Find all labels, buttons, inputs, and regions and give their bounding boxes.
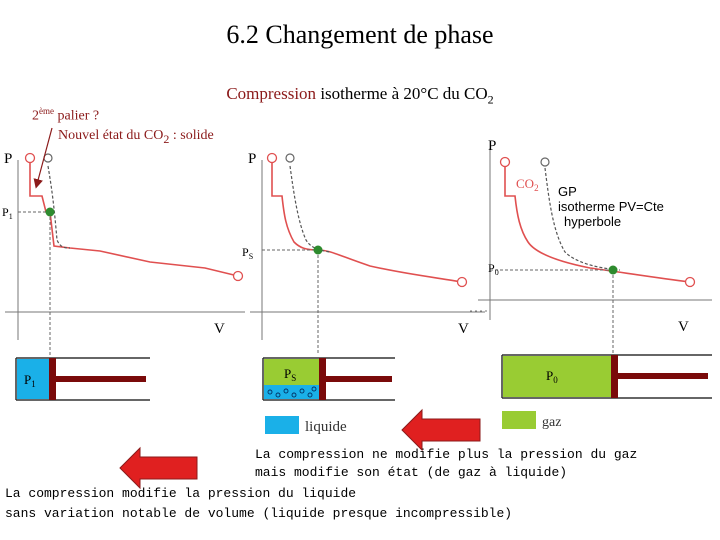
cylinder2-liquid	[264, 385, 319, 399]
graph1-end-point	[232, 270, 244, 282]
note-second-plateau: 2ème palier ?	[32, 106, 99, 125]
graph1-p1-label: P1	[2, 205, 13, 221]
graph2-isotherm-curve	[271, 158, 463, 283]
graph3-v-axis-label: V	[678, 319, 689, 335]
graph-2: P V PS	[242, 151, 485, 355]
cylinder2-gas	[264, 359, 319, 385]
legend-gas-swatch	[502, 411, 536, 429]
graph-1: P V P1	[2, 127, 245, 355]
piston2-head	[319, 358, 326, 400]
subtitle: Compression isotherme à 20°C du CO2	[0, 84, 720, 107]
piston1-rod	[56, 376, 146, 382]
note2-sub: 2	[163, 131, 170, 146]
graph3-isotherm-curve	[504, 162, 691, 283]
subtitle-highlight: Compression	[226, 84, 317, 103]
cylinder2-bubbles	[267, 386, 317, 398]
graph3-p-axis-label: P	[488, 138, 496, 154]
note1-post: palier ?	[54, 108, 100, 124]
gp-note-line2: isotherme PV=Cte	[558, 199, 664, 214]
piston3-head	[611, 355, 618, 398]
gp-note-line3: hyperbole	[564, 214, 622, 229]
graph1-isotherm-curve	[29, 158, 239, 277]
arrow-gas-compression	[401, 408, 481, 452]
liquid-explanation-line1: La compression modifie la pression du li…	[5, 486, 357, 501]
note-solid-state: Nouvel état du CO2 : solide	[58, 128, 214, 147]
gas-explanation-line1: La compression ne modifie plus la pressi…	[255, 447, 638, 462]
piston2-rod	[326, 376, 392, 382]
graph3-state-point	[608, 265, 618, 275]
graph1-start-point	[24, 152, 36, 164]
graph2-v-axis-label: V	[458, 321, 469, 337]
piston3-pressure-label: P0	[546, 368, 558, 385]
gp-note: GP isotherme PV=Cte hyperbole	[558, 184, 664, 229]
graph2-state-point	[313, 245, 323, 255]
note1-pre: 2	[32, 108, 39, 124]
liquid-explanation-line2: sans variation notable de volume (liquid…	[5, 506, 513, 521]
graph2-p-axis-label: P	[248, 151, 256, 167]
graph3-p0-label: P0	[488, 261, 499, 277]
graph1-annotation-arrow	[33, 127, 53, 189]
piston3-rod	[618, 373, 708, 379]
graph2-start-point	[266, 152, 278, 164]
legend-liquid-swatch	[265, 416, 299, 434]
graph2-end-point	[456, 276, 468, 288]
piston-cylinder-2: PS	[262, 357, 395, 401]
graph1-p-axis-label: P	[4, 151, 12, 167]
piston-cylinder-1: P1	[15, 357, 150, 401]
graph3-critical-point	[540, 157, 550, 167]
note1-sup: ème	[39, 106, 54, 116]
note2-post: : solide	[169, 128, 214, 143]
gas-explanation-line2: mais modifie son état (de gaz à liquide)	[255, 465, 568, 480]
subtitle-sub: 2	[487, 92, 494, 107]
piston1-pressure-label: P1	[24, 372, 36, 389]
arrow-liquid-compression	[119, 446, 198, 490]
piston1-head	[49, 358, 56, 400]
piston2-pressure-label: PS	[284, 366, 296, 383]
graph3-start-point	[499, 156, 511, 168]
graph1-state-point	[45, 207, 55, 217]
graph1-v-axis-label: V	[214, 321, 225, 337]
gp-note-line1: GP	[558, 184, 577, 199]
graph2-ps-label: PS	[242, 245, 253, 261]
graph2-saturation-curve	[289, 165, 331, 253]
graph3-end-point	[684, 276, 696, 288]
graph3-saturation-curve	[544, 167, 621, 271]
graph-3: P V P0 CO2	[470, 138, 712, 355]
graph1-saturation-curve	[47, 165, 71, 249]
piston-cylinder-3: P0	[501, 354, 712, 399]
cylinder3-gas	[503, 356, 611, 397]
legend-liquid-label: liquide	[305, 419, 347, 435]
legend-gas-label: gaz	[542, 415, 561, 430]
subtitle-rest: isotherme à 20°C du CO	[316, 84, 488, 103]
graph2-critical-point	[285, 153, 295, 163]
graph3-co2-label: CO2	[516, 176, 539, 193]
cylinder1-liquid	[17, 359, 49, 399]
note2-pre: Nouvel état du CO	[58, 128, 164, 143]
page-title: 6.2 Changement de phase	[226, 20, 494, 49]
